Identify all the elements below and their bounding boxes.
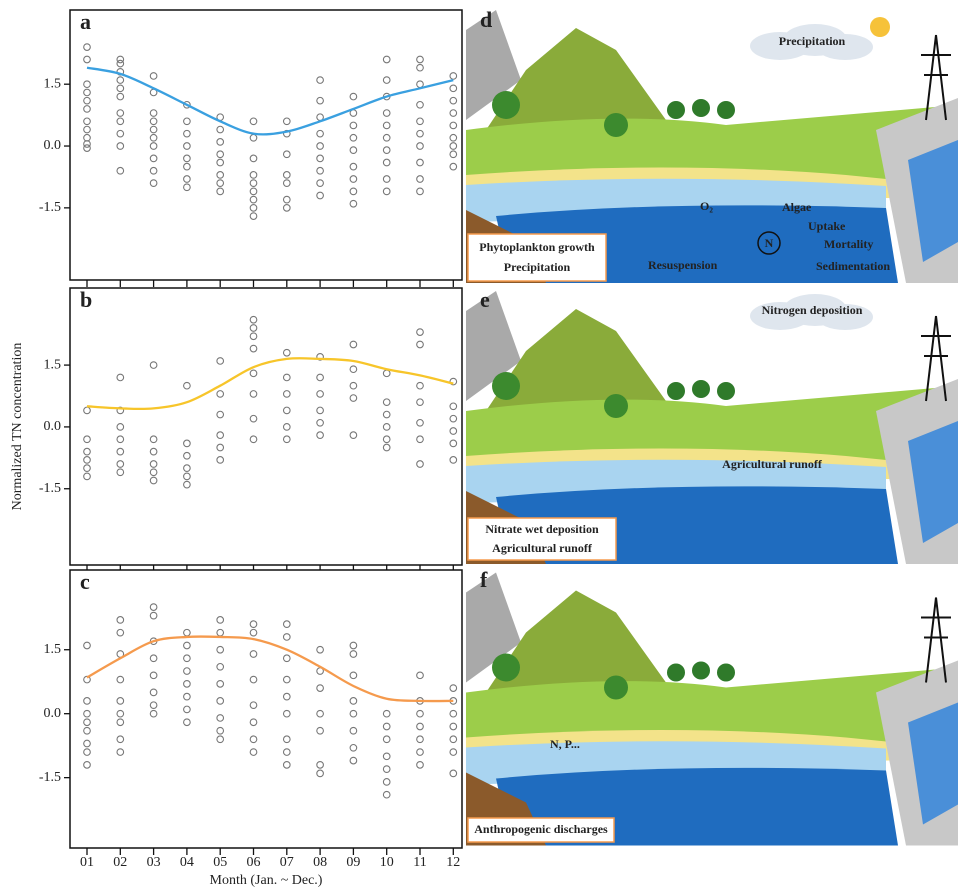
caption: Phytoplankton growth bbox=[479, 240, 595, 254]
x-tick-label: 11 bbox=[413, 855, 426, 870]
illustrations: d Precipitation O₂ Algae Uptake N Mortal… bbox=[466, 7, 958, 845]
plot-frame bbox=[70, 288, 462, 565]
panel-label: c bbox=[80, 569, 90, 594]
x-tick-label: 10 bbox=[380, 855, 394, 870]
plot-frame bbox=[70, 570, 462, 848]
y-tick-label: -1.5 bbox=[39, 200, 61, 215]
panel-label: a bbox=[80, 9, 91, 34]
x-tick-label: 09 bbox=[346, 855, 360, 870]
annotation: Uptake bbox=[808, 219, 846, 233]
y-tick-label: 1.5 bbox=[44, 357, 62, 372]
x-tick-label: 07 bbox=[280, 855, 294, 870]
landscape bbox=[466, 573, 958, 846]
sun bbox=[870, 17, 890, 37]
annotation: N, P... bbox=[550, 737, 580, 751]
x-tick-label: 08 bbox=[313, 855, 327, 870]
plot-frame bbox=[70, 10, 462, 280]
y-tick-label: 0.0 bbox=[44, 706, 62, 721]
x-tick-label: 03 bbox=[147, 855, 161, 870]
y-axis-label: Normalized TN concentration bbox=[10, 343, 25, 511]
y-tick-label: -1.5 bbox=[39, 770, 61, 785]
y-tick-label: 0.0 bbox=[44, 138, 62, 153]
caption: Precipitation bbox=[504, 260, 571, 274]
panel-label: f bbox=[480, 567, 488, 592]
y-tick-label: 1.5 bbox=[44, 76, 62, 91]
y-tick-label: 1.5 bbox=[44, 642, 62, 657]
annotation: Resuspension bbox=[648, 258, 718, 272]
panel-label: b bbox=[80, 287, 92, 312]
x-tick-label: 05 bbox=[213, 855, 227, 870]
y-tick-label: 0.0 bbox=[44, 419, 62, 434]
charts: a -1.5 0.0 1.5 b -1.5 0.0 1.5 Normalized TN conc… bbox=[10, 9, 462, 888]
x-axis-label: Month (Jan. ~ Dec.) bbox=[210, 873, 323, 888]
annotation: Algae bbox=[782, 200, 812, 214]
annotation: Agricultural runoff bbox=[722, 457, 823, 471]
caption: Nitrate wet deposition bbox=[485, 522, 599, 536]
x-tick-label: 12 bbox=[446, 855, 460, 870]
annotation: N bbox=[765, 236, 774, 250]
caption: Agricultural runoff bbox=[492, 541, 593, 555]
annotation: Precipitation bbox=[779, 34, 846, 48]
x-tick-label: 02 bbox=[113, 855, 127, 870]
annotation: Mortality bbox=[824, 237, 873, 251]
annotation: Nitrogen deposition bbox=[762, 303, 863, 317]
annotation: O₂ bbox=[700, 199, 713, 213]
panel-label: e bbox=[480, 287, 490, 312]
y-tick-label: -1.5 bbox=[39, 481, 61, 496]
x-tick-label: 04 bbox=[180, 855, 194, 870]
annotation: Sedimentation bbox=[816, 259, 890, 273]
x-tick-label: 01 bbox=[80, 855, 94, 870]
panel-label: d bbox=[480, 7, 492, 32]
figure: d Precipitation O₂ Algae Uptake N Mortal… bbox=[0, 0, 958, 889]
x-tick-label: 06 bbox=[247, 855, 261, 870]
caption: Anthropogenic discharges bbox=[474, 822, 608, 836]
